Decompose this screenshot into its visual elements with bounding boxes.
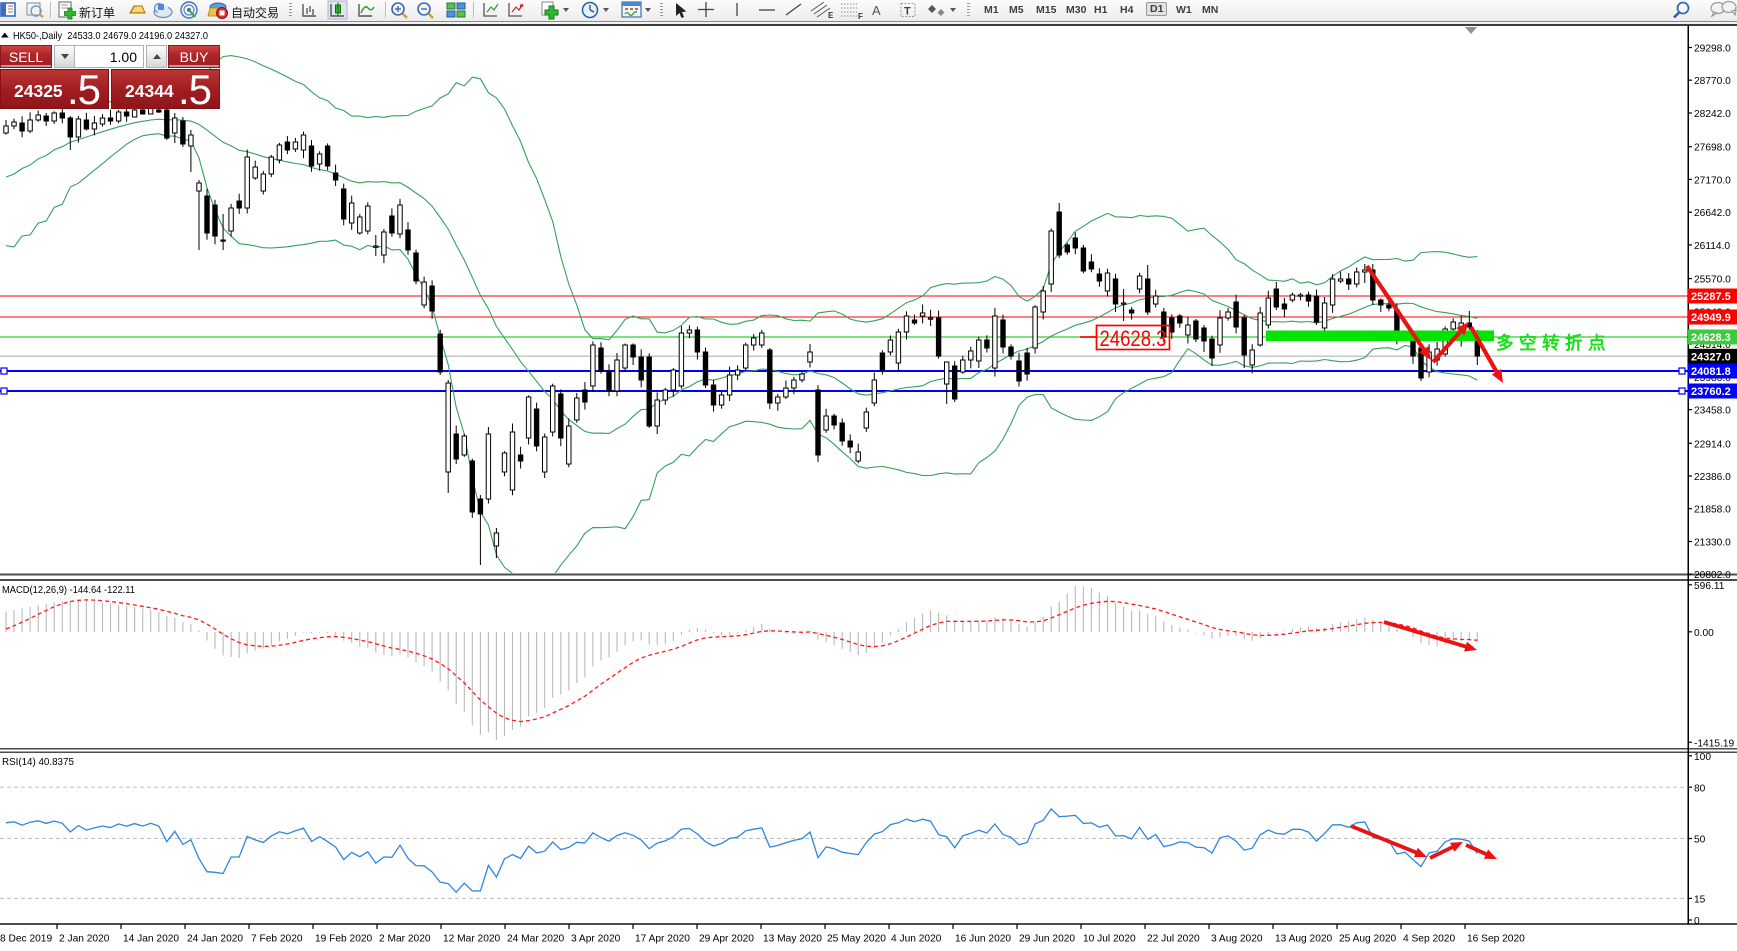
- svg-text:4 Sep 2020: 4 Sep 2020: [1403, 934, 1455, 945]
- svg-text:80: 80: [1694, 783, 1706, 794]
- svg-text:29298.0: 29298.0: [1694, 44, 1731, 55]
- svg-text:25 May 2020: 25 May 2020: [827, 934, 886, 945]
- svg-text:21330.0: 21330.0: [1694, 538, 1731, 549]
- svg-text:0.00: 0.00: [1694, 628, 1714, 639]
- svg-text:50: 50: [1694, 835, 1706, 846]
- svg-text:8 Dec 2019: 8 Dec 2019: [0, 934, 52, 945]
- svg-text:12 Mar 2020: 12 Mar 2020: [443, 934, 501, 945]
- svg-text:22 Jul 2020: 22 Jul 2020: [1147, 934, 1200, 945]
- svg-text:17 Apr 2020: 17 Apr 2020: [635, 934, 690, 945]
- svg-text:596.11: 596.11: [1694, 581, 1725, 592]
- svg-text:13 Aug 2020: 13 Aug 2020: [1275, 934, 1333, 945]
- svg-text:24949.9: 24949.9: [1691, 312, 1731, 324]
- svg-text:16 Sep 2020: 16 Sep 2020: [1467, 934, 1525, 945]
- svg-text:21858.0: 21858.0: [1694, 505, 1731, 516]
- svg-text:F: F: [858, 12, 863, 21]
- svg-text:26114.0: 26114.0: [1694, 241, 1730, 252]
- svg-text:7 Feb 2020: 7 Feb 2020: [251, 934, 303, 945]
- svg-text:25 Aug 2020: 25 Aug 2020: [1339, 934, 1397, 945]
- svg-text:24 Jan 2020: 24 Jan 2020: [187, 934, 243, 945]
- svg-text:T: T: [904, 6, 911, 18]
- svg-text:22386.0: 22386.0: [1694, 472, 1731, 483]
- svg-text:26642.0: 26642.0: [1694, 208, 1731, 219]
- svg-text:HK50-,Daily 24533.0 24679.0 2: HK50-,Daily 24533.0 24679.0 24196.0 2432…: [13, 31, 208, 42]
- svg-text:多空转折点: 多空转折点: [1496, 333, 1611, 353]
- svg-text:2 Jan 2020: 2 Jan 2020: [59, 934, 110, 945]
- svg-text:20802.0: 20802.0: [1694, 570, 1731, 581]
- svg-text:100: 100: [1694, 752, 1711, 763]
- svg-text:27698.0: 27698.0: [1694, 143, 1731, 154]
- svg-text:3 Aug 2020: 3 Aug 2020: [1211, 934, 1263, 945]
- svg-text:RSI(14) 40.8375: RSI(14) 40.8375: [2, 757, 74, 768]
- svg-text:22914.0: 22914.0: [1694, 439, 1731, 450]
- svg-text:13 May 2020: 13 May 2020: [763, 934, 822, 945]
- svg-text:24081.8: 24081.8: [1691, 366, 1731, 378]
- svg-text:28770.0: 28770.0: [1694, 76, 1731, 87]
- svg-text:24 Mar 2020: 24 Mar 2020: [507, 934, 565, 945]
- svg-text:24514.0: 24514.0: [1694, 340, 1731, 351]
- svg-text:24628.3: 24628.3: [1691, 332, 1731, 344]
- svg-text:0: 0: [1694, 916, 1700, 927]
- svg-text:16 Jun 2020: 16 Jun 2020: [955, 934, 1011, 945]
- svg-text:25287.5: 25287.5: [1691, 291, 1731, 303]
- svg-text:4 Jun 2020: 4 Jun 2020: [891, 934, 942, 945]
- svg-text:-1415.19: -1415.19: [1694, 739, 1735, 750]
- svg-text:24327.0: 24327.0: [1691, 351, 1731, 363]
- svg-text:25570.0: 25570.0: [1694, 275, 1731, 286]
- svg-text:29 Apr 2020: 29 Apr 2020: [699, 934, 754, 945]
- svg-text:15: 15: [1694, 895, 1706, 906]
- svg-text:14 Jan 2020: 14 Jan 2020: [123, 934, 179, 945]
- svg-text:19 Feb 2020: 19 Feb 2020: [315, 934, 373, 945]
- svg-text:A: A: [872, 3, 881, 18]
- svg-text:23760.2: 23760.2: [1691, 386, 1731, 398]
- svg-text:2 Mar 2020: 2 Mar 2020: [379, 934, 431, 945]
- svg-text:10 Jul 2020: 10 Jul 2020: [1083, 934, 1136, 945]
- svg-text:E: E: [828, 11, 834, 20]
- svg-text:27170.0: 27170.0: [1694, 175, 1731, 186]
- svg-text:28242.0: 28242.0: [1694, 109, 1731, 120]
- svg-text:29 Jun 2020: 29 Jun 2020: [1019, 934, 1075, 945]
- svg-text:24628.3: 24628.3: [1100, 326, 1167, 351]
- svg-text:MACD(12,26,9) -144.64 -122.11: MACD(12,26,9) -144.64 -122.11: [2, 585, 135, 596]
- svg-text:3 Apr 2020: 3 Apr 2020: [571, 934, 621, 945]
- svg-text:23458.0: 23458.0: [1694, 406, 1731, 417]
